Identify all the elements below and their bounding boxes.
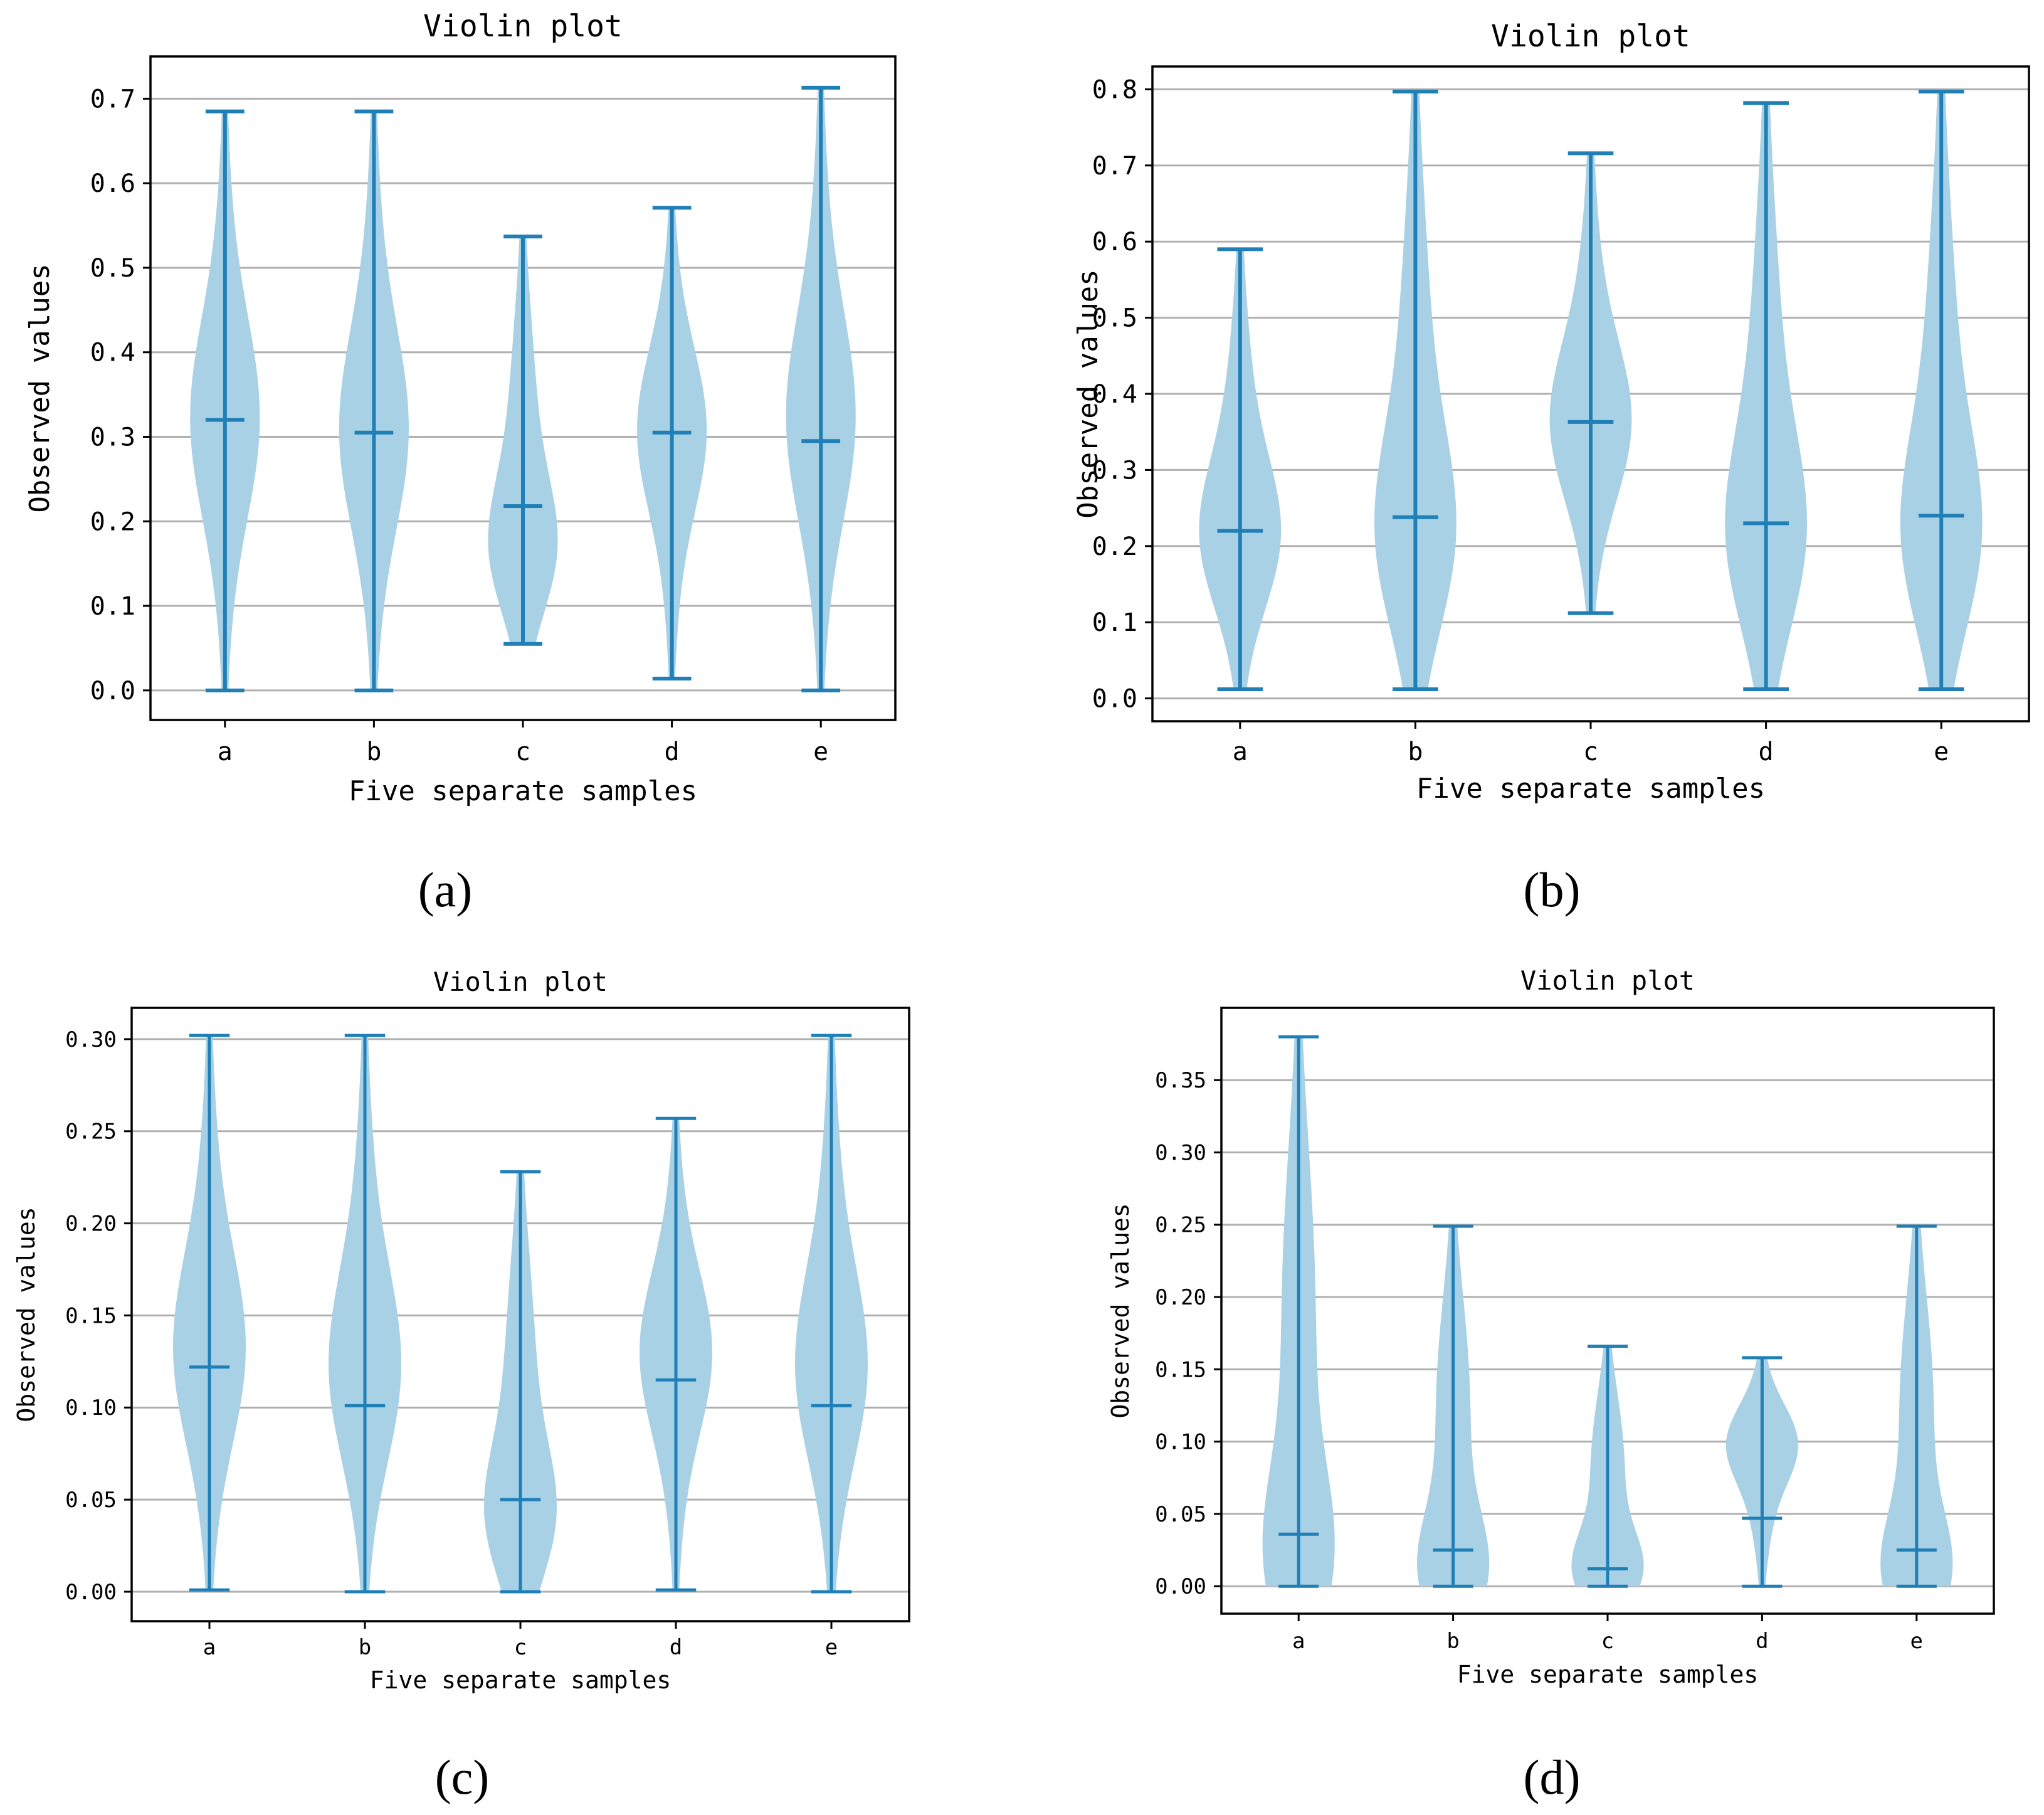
x-tick-label: d — [665, 738, 680, 766]
x-tick-label: d — [670, 1635, 682, 1660]
x-tick-label: b — [366, 738, 381, 766]
chart-panel-2: 0.0 0.1 0.2 0.3 0.4 0.5 0.6 0.7 0.8 a b c d e Violin p… — [1072, 19, 2030, 917]
x-axis-label: Five separate samples — [1416, 773, 1765, 805]
x-tick-label: e — [813, 738, 828, 766]
chart-panel-1: 0.0 0.1 0.2 0.3 0.4 0.5 0.6 0.7 a b c d e Violin plot… — [24, 9, 897, 917]
y-tick-label: 0.15 — [65, 1303, 117, 1328]
panel-label: (b) — [1524, 862, 1581, 917]
y-tick-label: 0.15 — [1155, 1357, 1206, 1382]
y-tick-label: 0.4 — [1092, 380, 1137, 409]
y-axis-label: Observed values — [1072, 269, 1104, 518]
y-tick-label: 0.25 — [65, 1119, 117, 1145]
x-tick-label: a — [1292, 1629, 1305, 1654]
x-axis-label: Five separate samples — [370, 1666, 671, 1694]
y-tick-label: 0.6 — [1092, 228, 1137, 257]
y-tick-label: 0.10 — [1155, 1430, 1206, 1455]
y-tick-label: 0.1 — [90, 592, 135, 621]
y-tick-label: 0.05 — [1155, 1502, 1206, 1527]
y-axis-label: Observed values — [24, 263, 56, 512]
y-tick-label: 0.10 — [65, 1395, 117, 1421]
y-tick-label: 0.3 — [1092, 456, 1137, 485]
y-tick-label: 0.7 — [1092, 152, 1137, 181]
y-tick-label: 0.5 — [90, 254, 135, 283]
x-tick-label: b — [359, 1635, 371, 1660]
chart-title: Violin plot — [1520, 965, 1695, 996]
x-tick-label: c — [515, 738, 530, 766]
chart-title: Violin plot — [1491, 19, 1690, 54]
y-tick-label: 0.3 — [90, 423, 135, 452]
x-axis-label: Five separate samples — [1457, 1661, 1758, 1688]
y-tick-label: 0.4 — [90, 339, 135, 368]
x-axis-label: Five separate samples — [349, 775, 697, 807]
x-tick-label: c — [1601, 1629, 1614, 1654]
y-tick-label: 0.20 — [1155, 1285, 1206, 1310]
panel-label: (c) — [435, 1750, 490, 1804]
y-tick-label: 0.0 — [90, 677, 135, 706]
chart-title: Violin plot — [433, 966, 608, 997]
chart-title: Violin plot — [423, 9, 623, 44]
y-tick-label: 0.00 — [65, 1580, 117, 1605]
panel-label: (d) — [1524, 1750, 1581, 1804]
x-tick-label: d — [1759, 738, 1774, 766]
y-tick-label: 0.1 — [1092, 608, 1137, 637]
y-tick-label: 0.30 — [1155, 1140, 1206, 1165]
y-tick-label: 0.30 — [65, 1027, 117, 1052]
panel-label: (a) — [418, 862, 473, 917]
y-tick-label: 0.2 — [90, 507, 135, 536]
chart-panel-4: 0.00 0.05 0.10 0.15 0.20 0.25 0.30 0.35 a b c d e Vio… — [1107, 965, 1995, 1804]
y-tick-label: 0.5 — [1092, 304, 1137, 333]
y-axis-label: Observed values — [1107, 1203, 1134, 1418]
y-tick-label: 0.35 — [1155, 1068, 1206, 1093]
x-tick-label: a — [1233, 738, 1248, 766]
y-tick-label: 0.8 — [1092, 75, 1137, 104]
x-tick-label: c — [1583, 738, 1598, 766]
x-tick-label: a — [218, 738, 233, 766]
x-tick-label: e — [825, 1635, 838, 1660]
y-tick-label: 0.0 — [1092, 685, 1137, 714]
x-tick-label: b — [1408, 738, 1423, 766]
y-tick-label: 0.05 — [65, 1488, 117, 1513]
y-tick-label: 0.25 — [1155, 1213, 1206, 1238]
x-tick-label: e — [1910, 1629, 1923, 1654]
y-tick-label: 0.2 — [1092, 532, 1137, 561]
y-tick-label: 0.6 — [90, 169, 135, 198]
x-tick-label: a — [203, 1635, 216, 1660]
x-tick-label: c — [514, 1635, 527, 1660]
chart-panel-3: 0.00 0.05 0.10 0.15 0.20 0.25 0.30 a b c d e Violin … — [13, 966, 910, 1804]
y-tick-label: 0.00 — [1155, 1574, 1206, 1599]
x-tick-label: e — [1934, 738, 1949, 766]
x-tick-label: b — [1446, 1629, 1459, 1654]
y-axis-label: Observed values — [13, 1207, 40, 1422]
x-tick-label: d — [1756, 1629, 1768, 1654]
y-tick-label: 0.7 — [90, 85, 135, 114]
y-tick-label: 0.20 — [65, 1212, 117, 1237]
